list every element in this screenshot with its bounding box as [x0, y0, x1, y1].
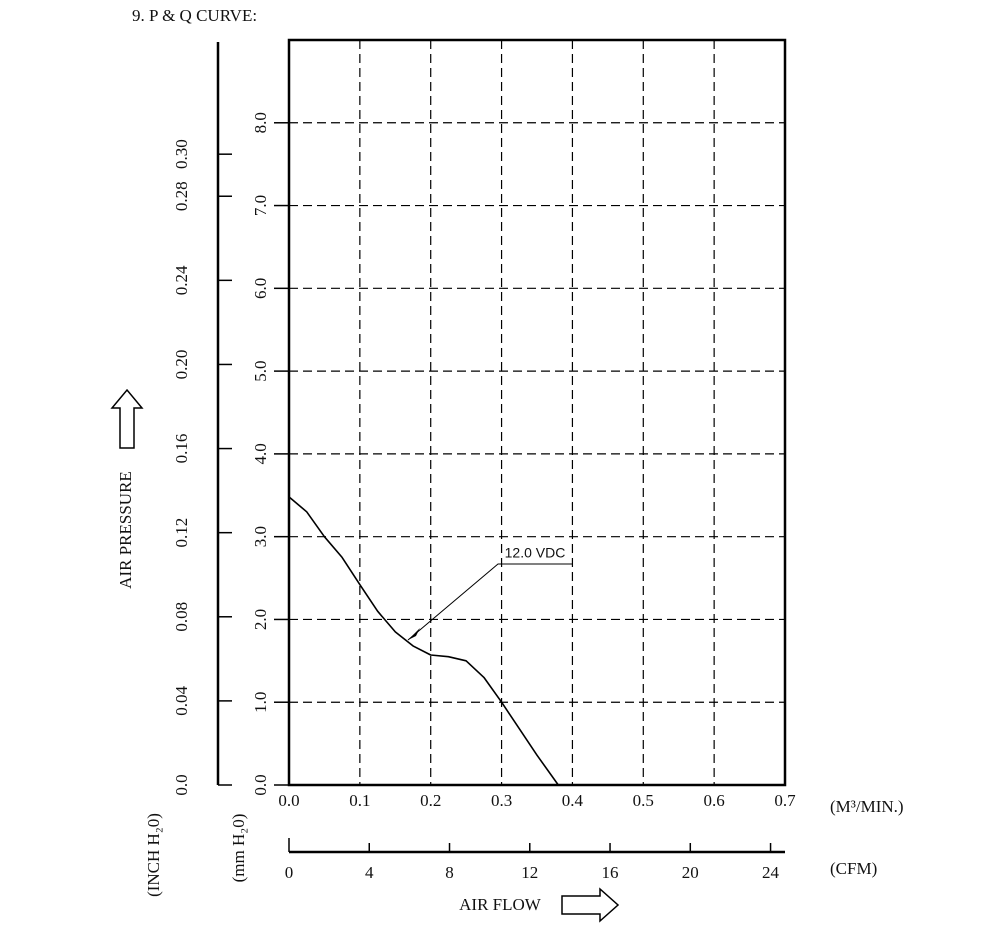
- annotation-arrowhead: [408, 628, 420, 640]
- y-tick-label: 1.0: [251, 692, 270, 713]
- x2-tick-label: 16: [602, 863, 619, 882]
- y-tick-label: 7.0: [251, 195, 270, 216]
- x-tick-label: 0.6: [704, 791, 725, 810]
- plot-frame: [287, 38, 787, 787]
- y2-tick-label: 0.0: [172, 774, 191, 795]
- x-tick-label: 0.2: [420, 791, 441, 810]
- y2-tick-label: 0.12: [172, 518, 191, 548]
- y2-tick-label: 0.08: [172, 602, 191, 632]
- y-tick-label: 6.0: [251, 278, 270, 299]
- y2-tick-label: 0.04: [172, 686, 191, 716]
- x2-tick-label: 0: [285, 863, 294, 882]
- x-tick-label: 0.7: [774, 791, 796, 810]
- y2-tick-label: 0.24: [172, 265, 191, 295]
- y2-tick-label: 0.30: [172, 139, 191, 169]
- x-label: AIR FLOW: [459, 895, 542, 914]
- x-unit: (M³/MIN.): [830, 797, 904, 816]
- x2-unit: (CFM): [830, 859, 877, 878]
- x-tick-label: 0.4: [562, 791, 584, 810]
- x-tick-label: 0.0: [278, 791, 299, 810]
- y2-unit: (INCH H₂0): [144, 813, 163, 897]
- series-annotation: 12.0 VDC: [505, 545, 566, 561]
- x2-tick-label: 4: [365, 863, 374, 882]
- x-tick-label: 0.5: [633, 791, 654, 810]
- curve: [288, 496, 559, 786]
- y-unit: (mm H₂0): [229, 814, 248, 883]
- x-tick-label: 0.1: [349, 791, 370, 810]
- y-label: AIR PRESSURE: [116, 471, 135, 589]
- y-tick-label: 3.0: [251, 526, 270, 547]
- y-tick-label: 2.0: [251, 609, 270, 630]
- up-arrow: [110, 388, 144, 449]
- y-tick-label: 0.0: [251, 774, 270, 795]
- y-tick-label: 4.0: [251, 443, 270, 464]
- x2-tick-label: 20: [682, 863, 699, 882]
- annotation-leader: [407, 563, 573, 641]
- right-arrow: [561, 887, 620, 923]
- y-tick-label: 5.0: [251, 360, 270, 381]
- x-tick-label: 0.3: [491, 791, 512, 810]
- y2-tick-label: 0.28: [172, 181, 191, 211]
- x2-tick-label: 8: [445, 863, 454, 882]
- x2-tick-label: 12: [521, 863, 538, 882]
- y2-tick-label: 0.16: [172, 434, 191, 464]
- y2-tick-label: 0.20: [172, 350, 191, 380]
- x2-tick-label: 24: [762, 863, 780, 882]
- chart-title: 9. P & Q CURVE:: [132, 6, 257, 25]
- y-tick-label: 8.0: [251, 112, 270, 133]
